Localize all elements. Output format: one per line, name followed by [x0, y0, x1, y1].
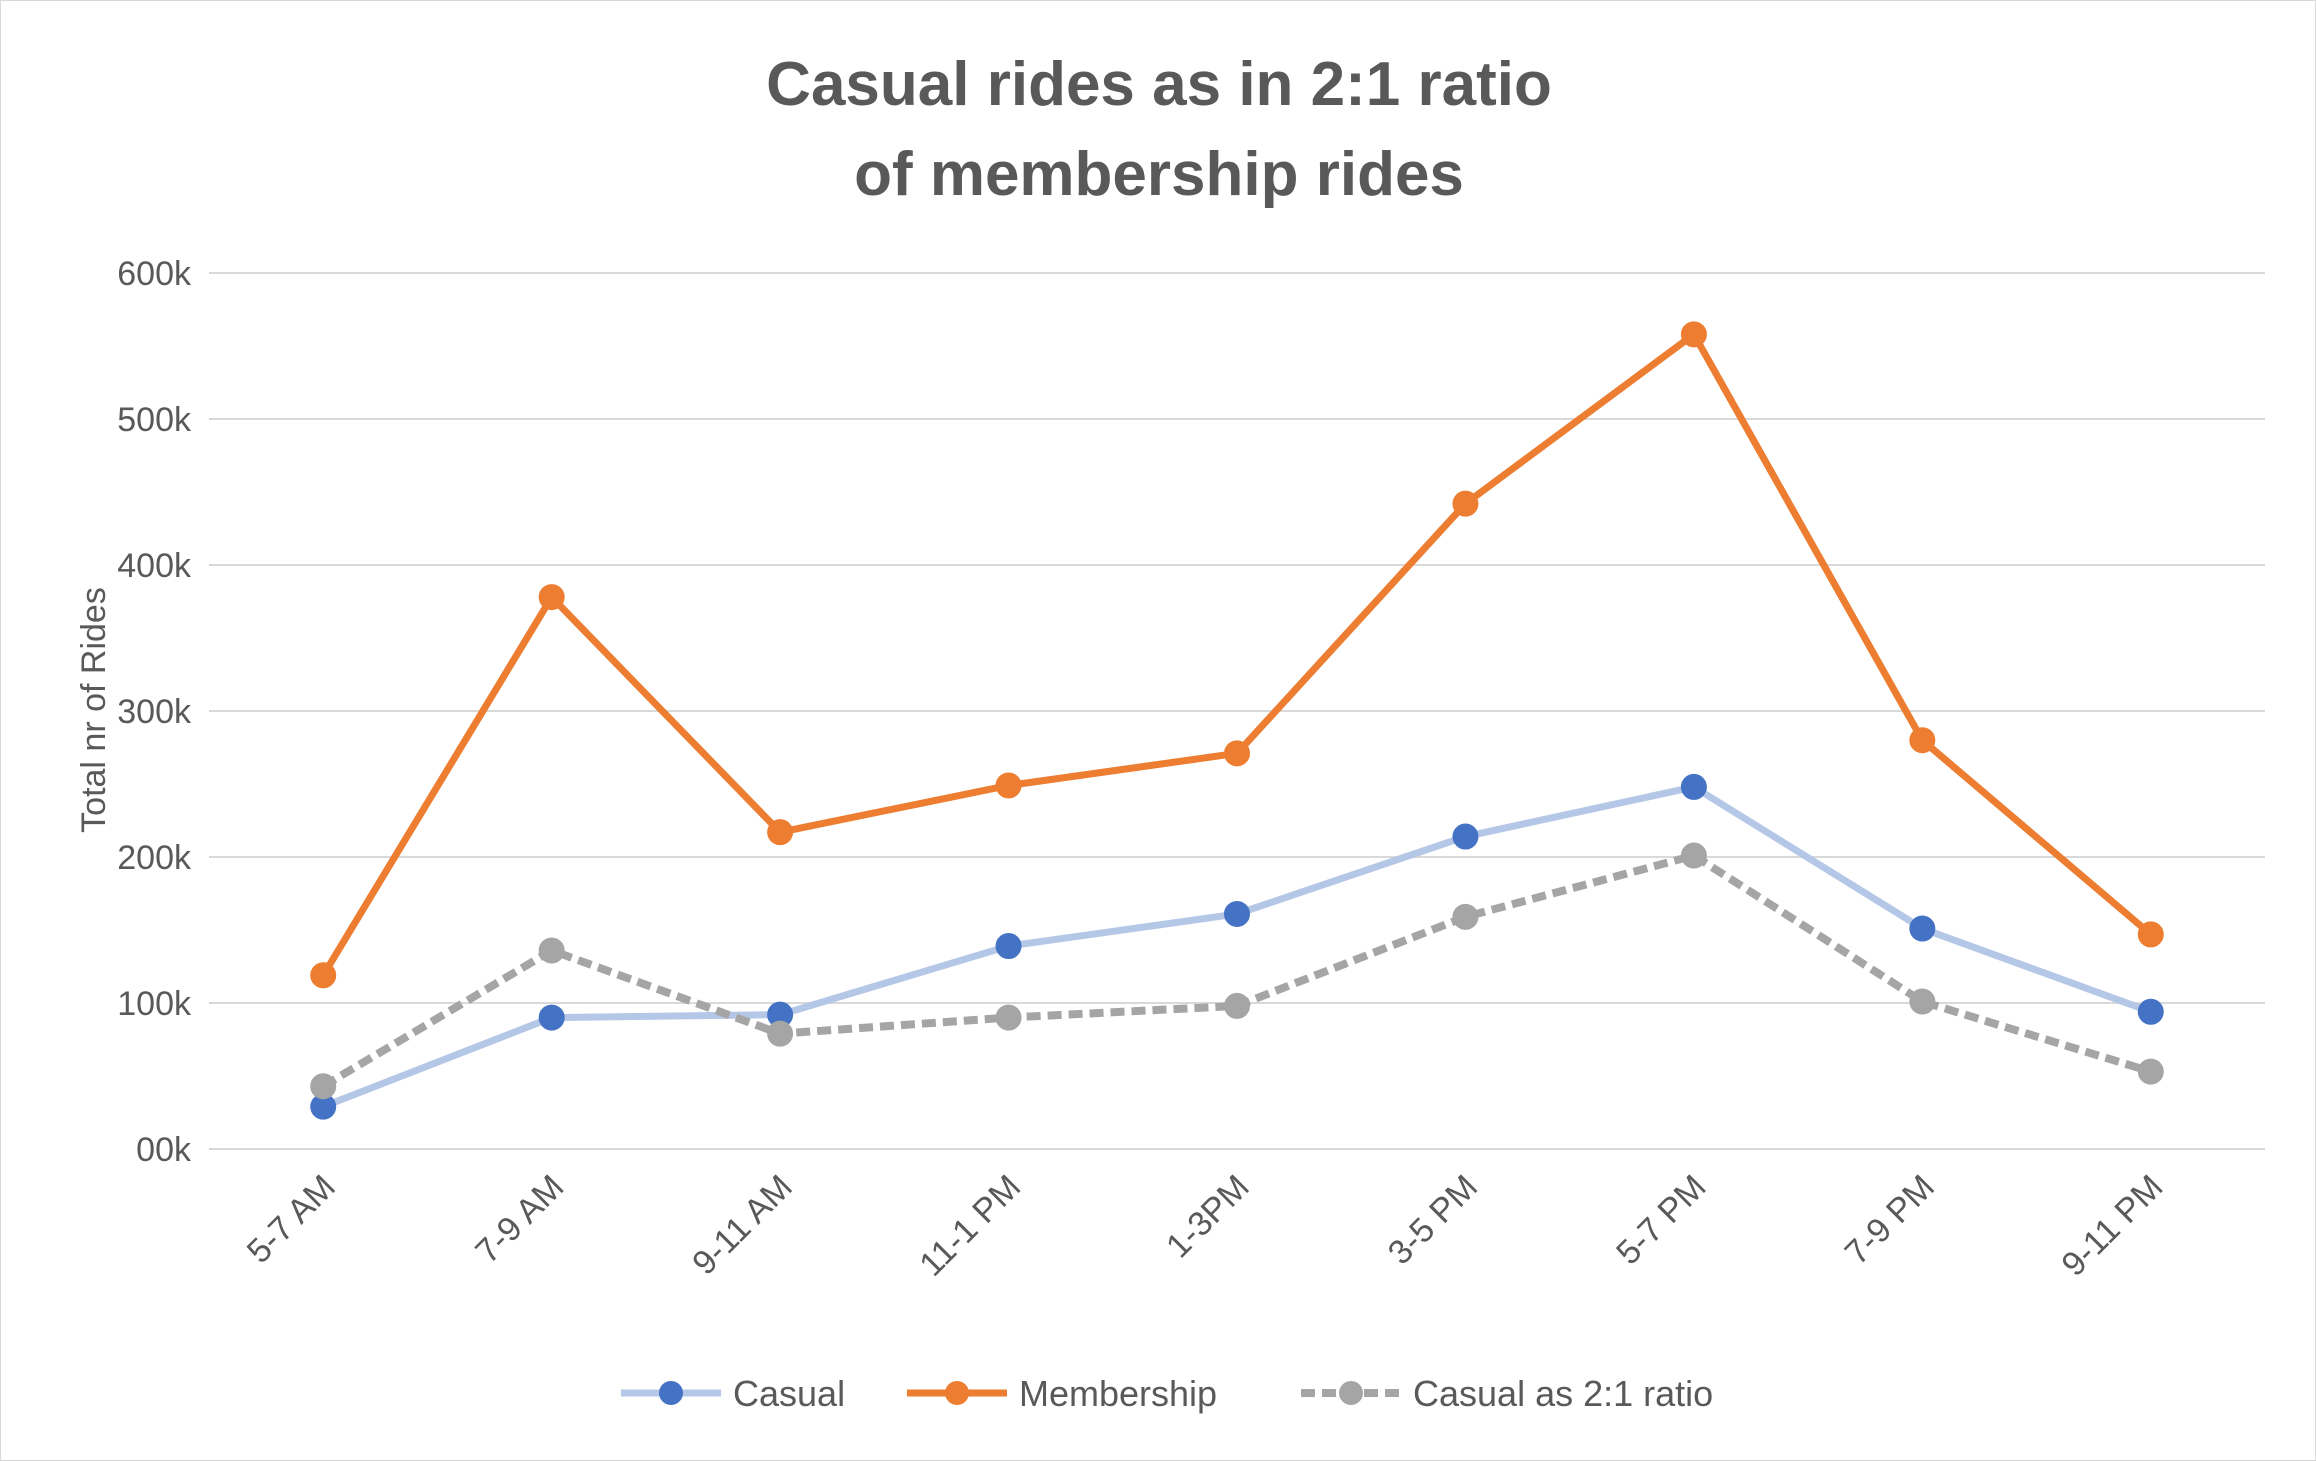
y-axis-title: Total nr of Rides [75, 587, 113, 833]
gridlines [209, 272, 2265, 1150]
data-point [1452, 490, 1479, 517]
data-point [1680, 842, 1707, 869]
series-2 [310, 842, 2164, 1100]
data-point [767, 819, 794, 846]
series-line [319, 330, 2155, 979]
data-point [995, 1004, 1022, 1031]
data-point [1452, 823, 1479, 850]
legend-marker [945, 1381, 969, 1405]
x-tick-label: 11-1 PM [912, 1168, 1028, 1284]
data-point [767, 1020, 794, 1047]
series-0 [310, 773, 2164, 1120]
x-tick-label: 9-11 AM [685, 1168, 800, 1283]
data-point [1909, 988, 1936, 1015]
legend-marker [1339, 1381, 1363, 1405]
data-point [1452, 903, 1479, 930]
legend-item: Casual as 2:1 ratio [1301, 1373, 1713, 1414]
data-point [310, 1073, 337, 1100]
legend-label: Membership [1019, 1373, 1217, 1414]
series-line [319, 783, 2155, 1111]
legend: Casual Membership Casual as 2:1 ratio [621, 1373, 1713, 1414]
x-tick-label: 9-11 PM [2054, 1168, 2170, 1284]
y-tick-label: 00k [136, 1131, 192, 1169]
x-tick-label: 7-9 AM [468, 1168, 571, 1271]
legend-label: Casual [733, 1373, 845, 1414]
y-tick-label: 300k [117, 693, 192, 731]
data-point [1680, 321, 1707, 348]
legend-marker [659, 1381, 683, 1405]
y-tick-label: 100k [117, 985, 192, 1023]
data-point [1909, 727, 1936, 754]
y-tick-label: 400k [117, 547, 192, 585]
data-point [995, 772, 1022, 799]
data-point [995, 933, 1022, 960]
x-axis-ticks: 5-7 AM 7-9 AM 9-11 AM 11-1 PM 1-3PM 3-5 PM 5-7… [240, 1168, 2171, 1284]
y-tick-label: 200k [117, 839, 192, 877]
x-tick-label: 3-5 PM [1381, 1168, 1485, 1272]
x-tick-label: 1-3PM [1159, 1168, 1257, 1266]
legend-item: Casual [621, 1373, 845, 1414]
chart-title-line-2: of membership rides [854, 140, 1464, 209]
x-tick-label: 5-7 PM [1609, 1168, 1713, 1272]
data-point [1224, 740, 1250, 767]
data-point [1224, 900, 1250, 927]
data-point [538, 1004, 565, 1031]
data-point [1224, 992, 1250, 1019]
y-tick-label: 600k [117, 255, 192, 293]
legend-item: Membership [907, 1373, 1217, 1414]
series-1 [310, 321, 2164, 989]
data-point [2137, 1058, 2164, 1085]
series-layer [310, 321, 2164, 1120]
x-tick-label: 5-7 AM [240, 1168, 343, 1271]
y-axis-ticks: 00k 100k 200k 300k 400k 500k 600k [117, 255, 192, 1169]
data-point [1680, 773, 1707, 800]
data-point [538, 584, 565, 611]
data-point [310, 962, 337, 989]
chart-title-line-1: Casual rides as in 2:1 ratio [766, 50, 1552, 119]
legend-label: Casual as 2:1 ratio [1413, 1373, 1713, 1414]
x-tick-label: 7-9 PM [1838, 1168, 1942, 1272]
series-line [321, 851, 2152, 1090]
data-point [538, 937, 565, 964]
data-point [1909, 915, 1936, 942]
data-point [2137, 921, 2164, 948]
y-tick-label: 500k [117, 401, 192, 439]
data-point [2137, 998, 2164, 1025]
